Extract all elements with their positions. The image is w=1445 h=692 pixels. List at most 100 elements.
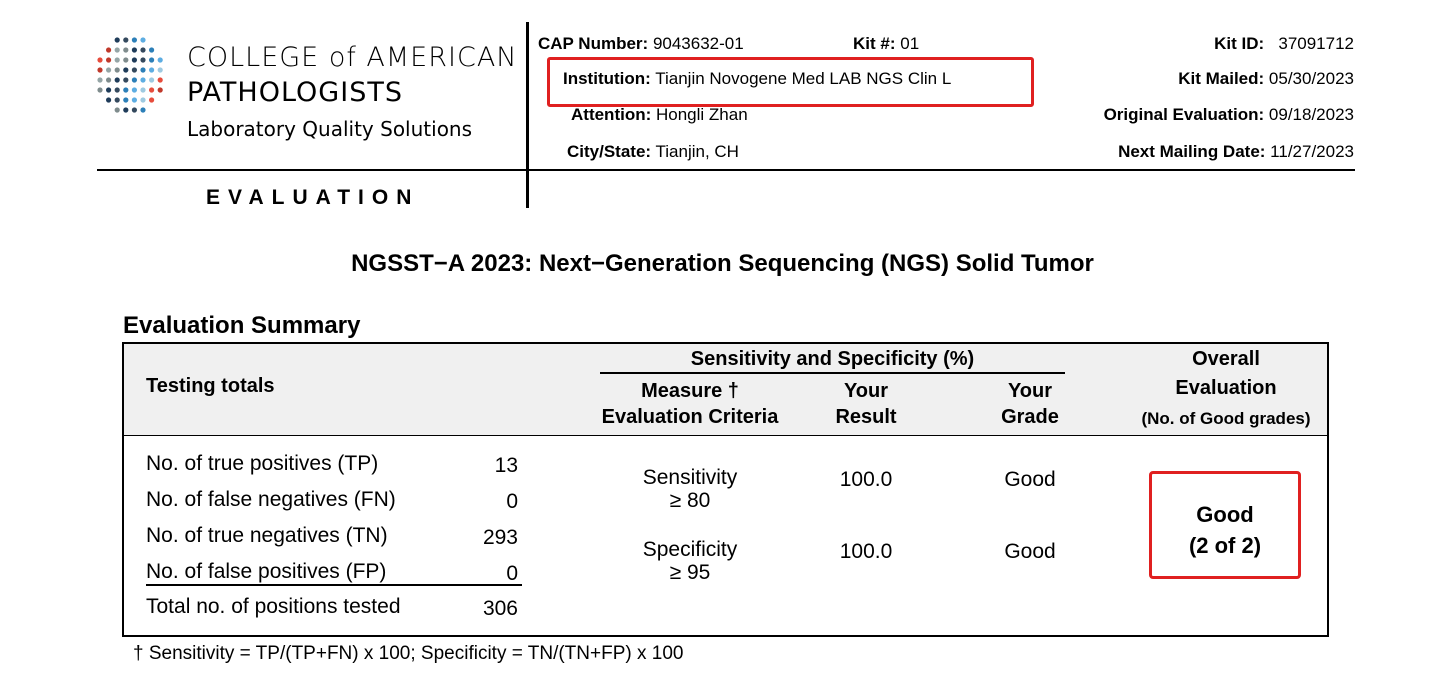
col-result-line2: Result: [835, 406, 897, 428]
overall-highlight: [1149, 471, 1301, 579]
logo-dot: [149, 67, 155, 73]
institution-label: Institution:: [563, 69, 651, 88]
org-tagline: Laboratory Quality Solutions: [187, 117, 473, 141]
next-mailing-value: 11/27/2023: [1270, 142, 1354, 161]
kit-mailed-value: 05/30/2023: [1268, 69, 1354, 88]
logo-dot: [97, 77, 103, 83]
attention-value: Hongli Zhan: [656, 105, 748, 124]
org-name-line2: PATHOLOGISTS: [187, 77, 403, 108]
original-evaluation-label: Original Evaluation:: [1103, 105, 1265, 124]
logo-dot: [149, 77, 155, 83]
next-mailing-label: Next Mailing Date:: [1118, 142, 1266, 161]
logo-dot: [114, 57, 120, 63]
kit-id-field: Kit ID: 37091712: [1214, 34, 1354, 54]
logo-dot: [140, 107, 146, 113]
header-divider-vertical: [526, 22, 529, 208]
city-state-label: City/State:: [567, 142, 652, 161]
logo-dot: [149, 87, 155, 93]
total-row-label: No. of false positives (FP): [146, 560, 387, 583]
kit-id-value: 37091712: [1278, 34, 1354, 53]
original-evaluation-value: 09/18/2023: [1268, 105, 1354, 124]
logo-dot: [97, 67, 103, 73]
logo-dot: [106, 57, 112, 63]
logo-dot: [131, 57, 137, 63]
cap-number-value: 9043632-01: [652, 34, 744, 53]
total-row-label: No. of false negatives (FN): [146, 488, 396, 511]
attention-label: Attention:: [571, 105, 652, 124]
measure-grade: Good: [1004, 540, 1056, 563]
logo-dot: [97, 57, 103, 63]
overall-grade: Good: [1196, 502, 1254, 527]
logo-dot: [157, 57, 163, 63]
page-title: NGSST−A 2023: Next−Generation Sequencing…: [351, 250, 1094, 277]
col-grade-line2: Grade: [1001, 406, 1059, 428]
summary-title: Evaluation Summary: [123, 312, 361, 339]
sum-underline: [146, 584, 522, 586]
total-row-value: 306: [482, 597, 518, 620]
logo-dot: [114, 37, 120, 43]
logo-dot: [123, 97, 129, 103]
col-overall-line2: Evaluation: [1175, 377, 1277, 399]
logo-dot: [114, 77, 120, 83]
table-header: Testing totals Sensitivity and Specifici…: [124, 344, 1327, 436]
kit-number-value: 01: [900, 34, 920, 53]
total-row-label: No. of true positives (TP): [146, 452, 379, 475]
col-result-line1: Your: [843, 380, 889, 402]
measure-result: 100.0: [839, 540, 893, 563]
measure-name: Specificity: [642, 538, 738, 561]
total-row-value: 13: [494, 454, 518, 477]
kit-mailed-label: Kit Mailed:: [1178, 69, 1265, 88]
logo-dot: [131, 37, 137, 43]
cap-logo-icon: [97, 37, 163, 113]
logo-dot: [123, 37, 129, 43]
logo-dot: [140, 87, 146, 93]
col-measure-line2: Evaluation Criteria: [601, 406, 779, 428]
logo-dot: [140, 77, 146, 83]
measure-name: Sensitivity: [642, 466, 738, 489]
col-group-sens-spec: Sensitivity and Specificity (%): [690, 348, 975, 370]
measure-criteria: ≥ 80: [669, 489, 711, 512]
logo-dot: [157, 67, 163, 73]
kit-number-field: Kit #: 01: [853, 34, 919, 54]
footnote: † Sensitivity = TP/(TP+FN) x 100; Specif…: [133, 643, 684, 664]
cap-number-field: CAP Number: 9043632-01: [538, 34, 744, 54]
logo-dot: [114, 47, 120, 53]
col-overall-line3: (No. of Good grades): [1141, 409, 1311, 428]
institution-field: Institution: Tianjin Novogene Med LAB NG…: [563, 69, 951, 89]
logo-dot: [131, 47, 137, 53]
logo-dot: [123, 47, 129, 53]
measure-result: 100.0: [839, 468, 893, 491]
overall-count: (2 of 2): [1188, 533, 1262, 558]
logo-dot: [97, 87, 103, 93]
logo-dot: [149, 57, 155, 63]
logo-dot: [106, 77, 112, 83]
logo-dot: [114, 107, 120, 113]
logo-dot: [140, 37, 146, 43]
measure-criteria: ≥ 95: [669, 561, 711, 584]
logo-dot: [106, 97, 112, 103]
institution-highlight: [547, 57, 1034, 107]
org-name-line1: COLLEGE of AMERICAN: [187, 42, 518, 73]
kit-id-label: Kit ID:: [1214, 34, 1265, 53]
logo-dot: [123, 67, 129, 73]
logo-dot: [131, 77, 137, 83]
col-measure-line1: Measure †: [641, 380, 739, 402]
section-label: EVALUATION: [206, 186, 420, 209]
logo-dot: [157, 87, 163, 93]
logo-dot: [140, 97, 146, 103]
total-row-value: 0: [506, 562, 518, 585]
logo-dot: [123, 87, 129, 93]
total-row-label: Total no. of positions tested: [146, 595, 401, 618]
header-divider-horizontal: [97, 169, 1355, 171]
total-row-value: 293: [482, 526, 518, 549]
total-row-label: No. of true negatives (TN): [146, 524, 388, 547]
logo-dot: [131, 67, 137, 73]
attention-field: Attention: Hongli Zhan: [571, 105, 748, 125]
measure-grade: Good: [1004, 468, 1056, 491]
cap-number-label: CAP Number:: [538, 34, 649, 53]
col-grade-line1: Your: [1007, 380, 1053, 402]
group-underline: [600, 372, 1065, 374]
col-overall-line1: Overall: [1192, 348, 1260, 370]
total-row-value: 0: [506, 490, 518, 513]
logo-dot: [140, 57, 146, 63]
